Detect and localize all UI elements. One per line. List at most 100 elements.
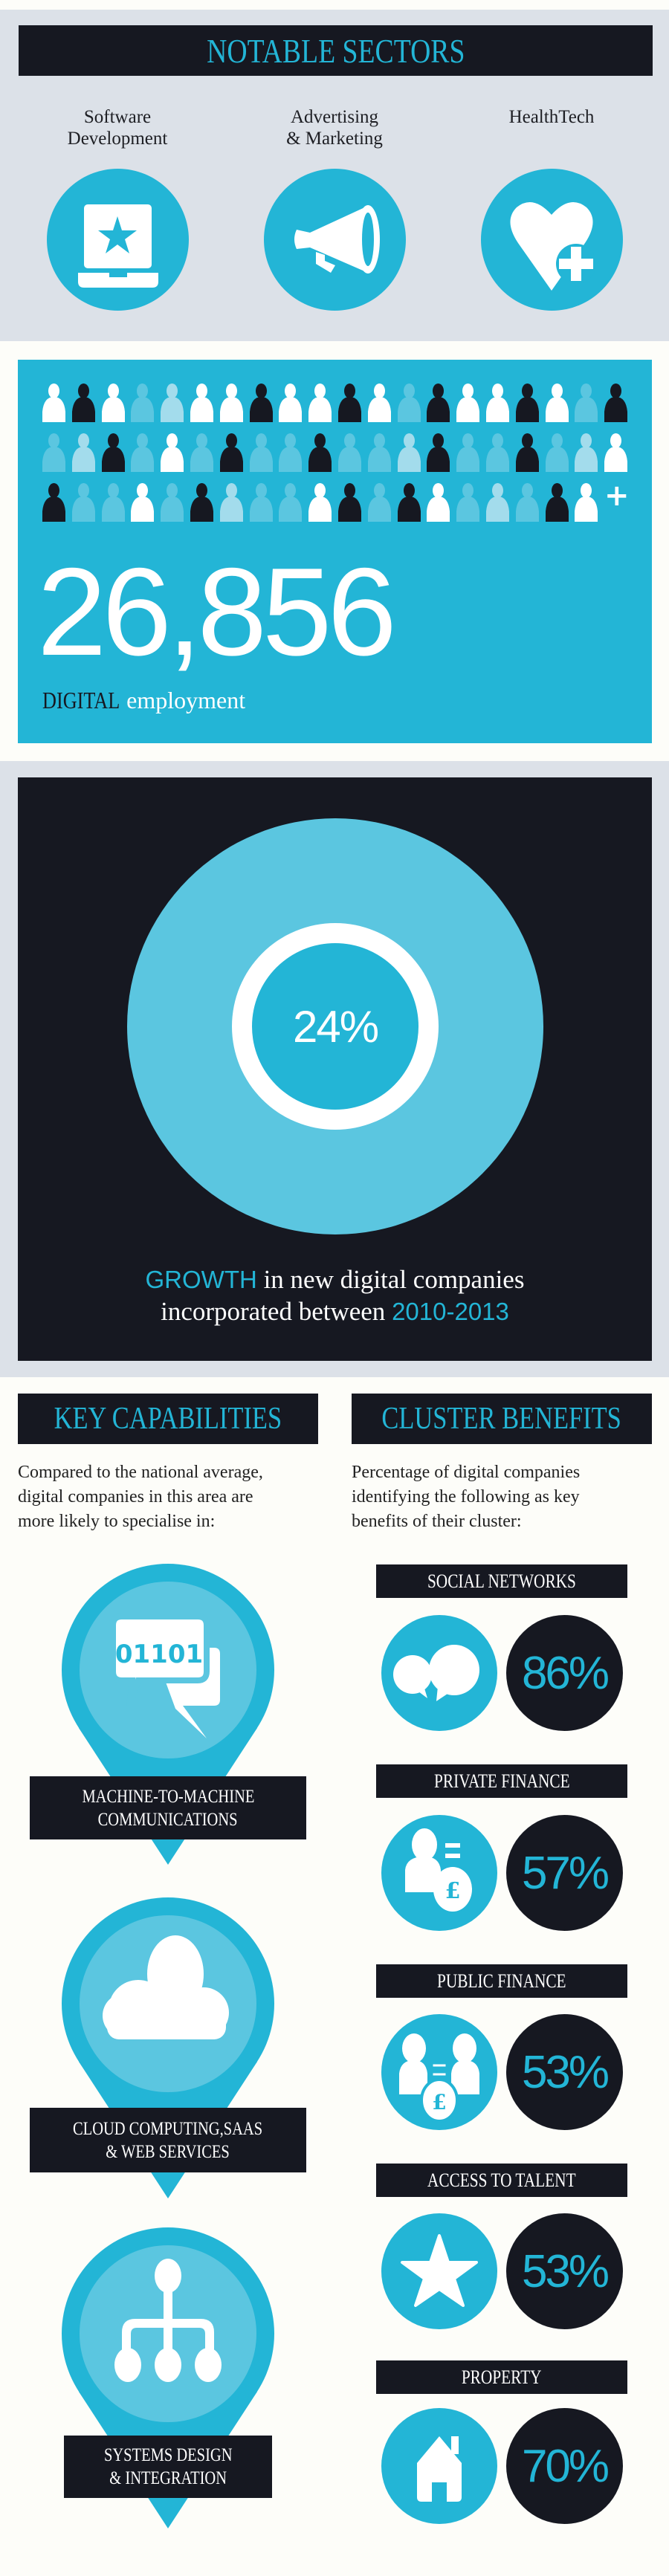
growth-caption-text: incorporated between xyxy=(161,1297,392,1326)
capability-label-line: SYSTEMS DESIGN xyxy=(103,2445,233,2465)
person-icon xyxy=(71,384,95,422)
growth-caption-text: in new digital companies xyxy=(256,1265,525,1294)
person-icon xyxy=(308,483,332,522)
person-money-bag-icon: £ xyxy=(405,1828,472,1912)
person-icon xyxy=(71,433,95,472)
capability-label-line: MACHINE-TO-MACHINE xyxy=(82,1786,254,1807)
benefits-title-bar: CLUSTER BENEFITS xyxy=(352,1394,652,1444)
sector-label-line: Development xyxy=(67,129,168,149)
person-icon xyxy=(131,384,155,422)
benefit-value-circle: 57% xyxy=(506,1815,623,1931)
benefits-title: CLUSTER BENEFITS xyxy=(381,1402,622,1436)
capability-label-systems: SYSTEMS DESIGN & INTEGRATION xyxy=(64,2436,272,2498)
benefit-value-circle: 86% xyxy=(506,1615,623,1731)
person-icon xyxy=(249,384,273,422)
benefit-label-property: PROPERTY xyxy=(376,2360,627,2394)
person-icon xyxy=(42,433,65,472)
benefit-value: 70% xyxy=(521,2440,610,2492)
sectors-title-bar: NOTABLE SECTORS xyxy=(19,25,653,76)
laptop-star-icon xyxy=(78,204,158,288)
person-icon xyxy=(190,483,213,522)
capabilities-title-bar: KEY CAPABILITIES xyxy=(18,1394,318,1444)
person-icon xyxy=(575,384,598,422)
person-icon xyxy=(101,483,125,522)
person-icon xyxy=(456,433,480,472)
sector-circle-healthtech xyxy=(481,169,623,311)
intro-line: identifying the following as key xyxy=(352,1487,580,1507)
capabilities-title: KEY CAPABILITIES xyxy=(54,1402,282,1436)
benefit-value-circle: 70% xyxy=(506,2408,623,2524)
person-icon xyxy=(101,433,125,472)
benefit-value: 53% xyxy=(521,2046,610,2098)
person-icon xyxy=(338,483,361,522)
sector-label-line: Software xyxy=(83,107,152,127)
person-icon xyxy=(515,433,539,472)
benefit-label-private-finance: PRIVATE FINANCE xyxy=(376,1764,627,1798)
person-icon xyxy=(308,384,332,422)
person-icon xyxy=(279,384,303,422)
benefit-label-text: PRIVATE FINANCE xyxy=(433,1770,570,1792)
person-icon xyxy=(161,384,184,422)
person-icon xyxy=(604,384,628,422)
person-icon xyxy=(397,483,421,522)
person-icon xyxy=(219,384,243,422)
capability-label-line: & WEB SERVICES xyxy=(106,2141,230,2162)
growth-value: 24% xyxy=(292,1001,379,1052)
binary-chat-icon: 01101 xyxy=(110,1614,220,1738)
person-icon xyxy=(397,433,421,472)
sector-label-line: & Marketing xyxy=(286,129,383,149)
house-icon xyxy=(417,2436,462,2502)
person-icon xyxy=(604,433,628,472)
person-icon xyxy=(575,483,598,522)
sector-label-advertising: Advertising & Marketing xyxy=(245,106,424,149)
sector-label-healthtech: HealthTech xyxy=(462,106,641,128)
person-icon xyxy=(367,433,391,472)
capabilities-intro: Compared to the national average, digita… xyxy=(18,1460,323,1534)
growth-highlight: GROWTH xyxy=(145,1266,257,1293)
svg-text:£: £ xyxy=(432,2090,446,2114)
person-icon xyxy=(42,384,65,422)
person-icon xyxy=(190,433,213,472)
person-icon xyxy=(456,384,480,422)
person-icon xyxy=(131,433,155,472)
growth-years: 2010-2013 xyxy=(392,1298,509,1325)
cloud-icon xyxy=(103,1935,229,2039)
person-icon xyxy=(190,384,213,422)
benefit-value-circle: 53% xyxy=(506,2014,623,2130)
person-icon xyxy=(486,433,509,472)
growth-caption-line1: GROWTH in new digital companies xyxy=(18,1263,652,1295)
person-icon xyxy=(338,384,361,422)
benefit-label-text: SOCIAL NETWORKS xyxy=(427,1570,576,1592)
sector-circle-advertising xyxy=(264,169,406,311)
intro-line: benefits of their cluster: xyxy=(352,1512,522,1531)
people-money-bag-icon: £ xyxy=(399,2033,479,2123)
plus-icon: + xyxy=(604,479,630,513)
benefit-value: 53% xyxy=(521,2245,610,2297)
megaphone-icon xyxy=(294,205,380,274)
person-icon xyxy=(367,384,391,422)
benefit-icon-circle xyxy=(381,1615,497,1731)
person-icon xyxy=(367,483,391,522)
capability-label-machine: MACHINE-TO-MACHINE COMMUNICATIONS xyxy=(30,1776,306,1839)
employment-panel xyxy=(18,360,652,743)
capability-label-cloud: CLOUD COMPUTING,SAAS & WEB SERVICES xyxy=(30,2108,306,2172)
benefit-label-text: ACCESS TO TALENT xyxy=(427,2169,576,2191)
benefit-icon-circle xyxy=(381,2213,497,2329)
person-icon xyxy=(397,384,421,422)
person-icon xyxy=(427,433,450,472)
capability-label-line: CLOUD COMPUTING,SAAS xyxy=(73,2118,263,2139)
benefit-value: 57% xyxy=(521,1847,610,1899)
person-icon xyxy=(545,483,569,522)
person-icon xyxy=(515,483,539,522)
growth-inner-circle: 24% xyxy=(252,943,418,1110)
sector-label-line: Advertising xyxy=(290,107,379,127)
person-icon xyxy=(249,433,273,472)
benefit-label-text: PUBLIC FINANCE xyxy=(437,1970,566,1992)
person-icon xyxy=(161,433,184,472)
capability-label-line: COMMUNICATIONS xyxy=(98,1809,238,1830)
growth-caption-line2: incorporated between 2010-2013 xyxy=(18,1295,652,1327)
growth-caption: GROWTH in new digital companies incorpor… xyxy=(18,1263,652,1327)
person-icon xyxy=(279,483,303,522)
benefits-intro: Percentage of digital companies identify… xyxy=(352,1460,656,1534)
benefit-value: 86% xyxy=(521,1647,610,1699)
